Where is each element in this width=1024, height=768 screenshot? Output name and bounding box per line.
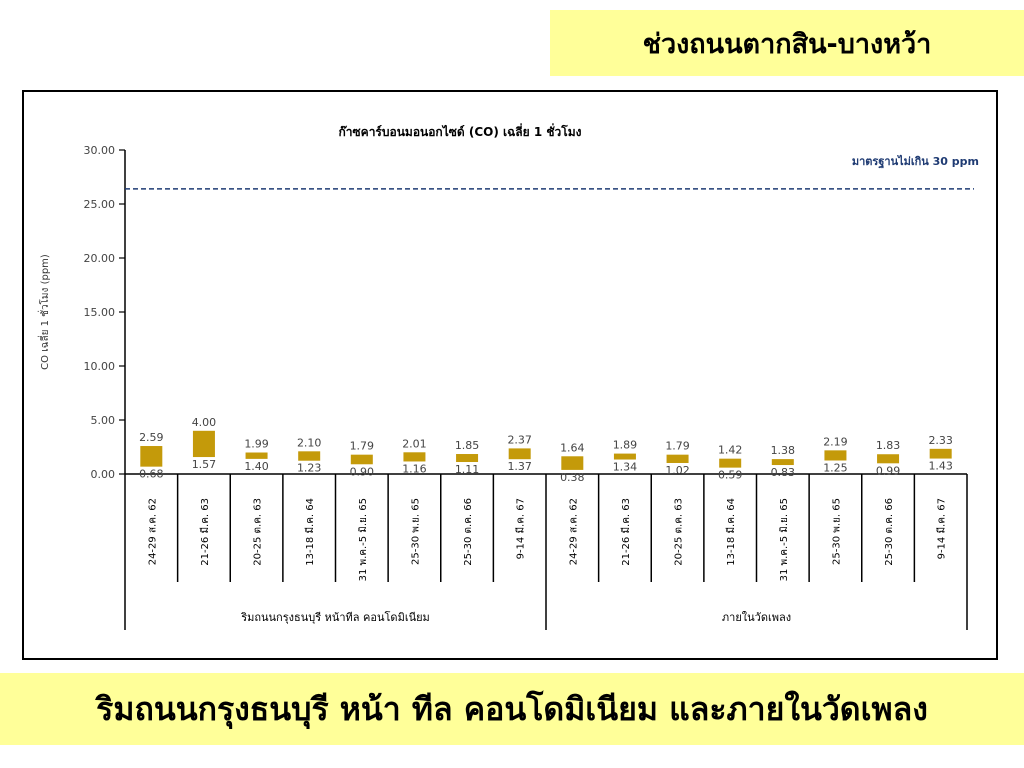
min-value-label: 1.02	[665, 464, 690, 477]
co-range-chart: ก๊าซคาร์บอนมอนอกไซด์ (CO) เฉลี่ย 1 ชั่วโ…	[37, 123, 979, 630]
caption-banner: ริมถนนกรุงธนบุรี หน้า ทีล คอนโดมิเนียม แ…	[0, 673, 1024, 745]
y-axis-label: CO เฉลี่ย 1 ชั่วโมง (ppm)	[37, 254, 51, 370]
category-label: 31 พ.ค.-5 มิ.ย. 65	[358, 498, 369, 581]
max-value-label: 2.33	[928, 434, 953, 447]
min-value-label: 1.37	[507, 460, 532, 473]
max-value-label: 1.38	[771, 444, 796, 457]
min-value-label: 1.40	[244, 460, 269, 473]
max-value-label: 1.89	[613, 439, 638, 452]
min-value-label: 1.11	[455, 463, 480, 476]
max-value-label: 2.37	[507, 433, 532, 446]
max-value-label: 2.10	[297, 436, 322, 449]
group-label: ภายในวัดเพลง	[722, 611, 791, 624]
range-bar	[140, 446, 163, 467]
range-bar	[508, 448, 531, 460]
page-title: ช่วงถนนตากสิน-บางหว้า	[642, 28, 932, 60]
y-tick-label: 15.00	[84, 306, 116, 319]
category-label: 13-18 มี.ค. 64	[725, 498, 737, 566]
range-bar	[561, 456, 584, 470]
range-bar	[824, 450, 847, 461]
range-bar	[192, 430, 215, 458]
category-label: 20-25 ต.ค. 63	[674, 498, 685, 566]
max-value-label: 1.83	[876, 439, 901, 452]
caption-text: ริมถนนกรุงธนบุรี หน้า ทีล คอนโดมิเนียม แ…	[96, 689, 928, 728]
min-value-label: 0.59	[718, 469, 743, 482]
category-label: 25-30 พ.ย. 65	[410, 498, 421, 565]
range-bar	[666, 454, 689, 463]
range-bar	[613, 453, 636, 460]
min-value-label: 1.16	[402, 462, 427, 475]
category-label: 24-29 ส.ค. 62	[147, 498, 158, 565]
category-label: 13-18 มี.ค. 64	[304, 498, 316, 566]
standard-limit-label: มาตรฐานไม่เกิน 30 ppm	[852, 154, 979, 169]
max-value-label: 1.42	[718, 444, 743, 457]
range-bar	[298, 451, 321, 461]
category-label: 20-25 ต.ค. 63	[253, 498, 264, 566]
category-label: 25-30 พ.ย. 65	[831, 498, 842, 565]
min-value-label: 0.83	[771, 466, 796, 479]
category-label: 21-26 มี.ค. 63	[199, 498, 211, 566]
max-value-label: 2.01	[402, 437, 427, 450]
range-bar	[456, 454, 479, 463]
min-value-label: 1.34	[613, 461, 638, 474]
range-bar	[929, 448, 952, 459]
y-tick-label: 30.00	[84, 144, 116, 157]
page-title-banner: ช่วงถนนตากสิน-บางหว้า	[550, 10, 1024, 76]
chart-title: ก๊าซคาร์บอนมอนอกไซด์ (CO) เฉลี่ย 1 ชั่วโ…	[339, 123, 582, 139]
category-label: 31 พ.ค.-5 มิ.ย. 65	[779, 498, 790, 581]
range-bar	[771, 459, 794, 466]
max-value-label: 1.85	[455, 439, 480, 452]
category-label: 25-30 ต.ค. 66	[884, 498, 895, 566]
range-bar	[350, 454, 373, 465]
max-value-label: 1.79	[350, 440, 375, 453]
max-value-label: 1.99	[244, 438, 269, 451]
category-label: 25-30 ต.ค. 66	[463, 498, 474, 566]
min-value-label: 0.90	[350, 465, 375, 478]
y-tick-label: 10.00	[84, 360, 116, 373]
max-value-label: 2.19	[823, 435, 848, 448]
range-bar	[245, 452, 268, 459]
max-value-label: 4.00	[192, 416, 217, 429]
y-tick-label: 25.00	[84, 198, 116, 211]
category-label: 9-14 มี.ค. 67	[936, 498, 948, 559]
min-value-label: 0.38	[560, 471, 585, 484]
y-tick-label: 0.00	[91, 468, 116, 481]
category-label: 9-14 มี.ค. 67	[515, 498, 527, 559]
max-value-label: 1.79	[665, 440, 690, 453]
min-value-label: 1.43	[928, 460, 953, 473]
chart-frame: ก๊าซคาร์บอนมอนอกไซด์ (CO) เฉลี่ย 1 ชั่วโ…	[22, 90, 998, 660]
max-value-label: 2.59	[139, 431, 164, 444]
max-value-label: 1.64	[560, 441, 585, 454]
min-value-label: 1.25	[823, 462, 848, 475]
min-value-label: 1.57	[192, 458, 217, 471]
y-tick-label: 5.00	[91, 414, 116, 427]
group-label: ริมถนนกรุงธนบุรี หน้าทีล คอนโดมิเนียม	[240, 610, 430, 624]
range-bar	[403, 452, 426, 462]
min-value-label: 0.68	[139, 468, 164, 481]
y-tick-label: 20.00	[84, 252, 116, 265]
category-label: 21-26 มี.ค. 63	[620, 498, 632, 566]
range-bar	[719, 458, 742, 468]
min-value-label: 1.23	[297, 462, 322, 475]
range-bar	[877, 454, 900, 464]
min-value-label: 0.99	[876, 464, 901, 477]
category-label: 24-29 ส.ค. 62	[568, 498, 579, 565]
